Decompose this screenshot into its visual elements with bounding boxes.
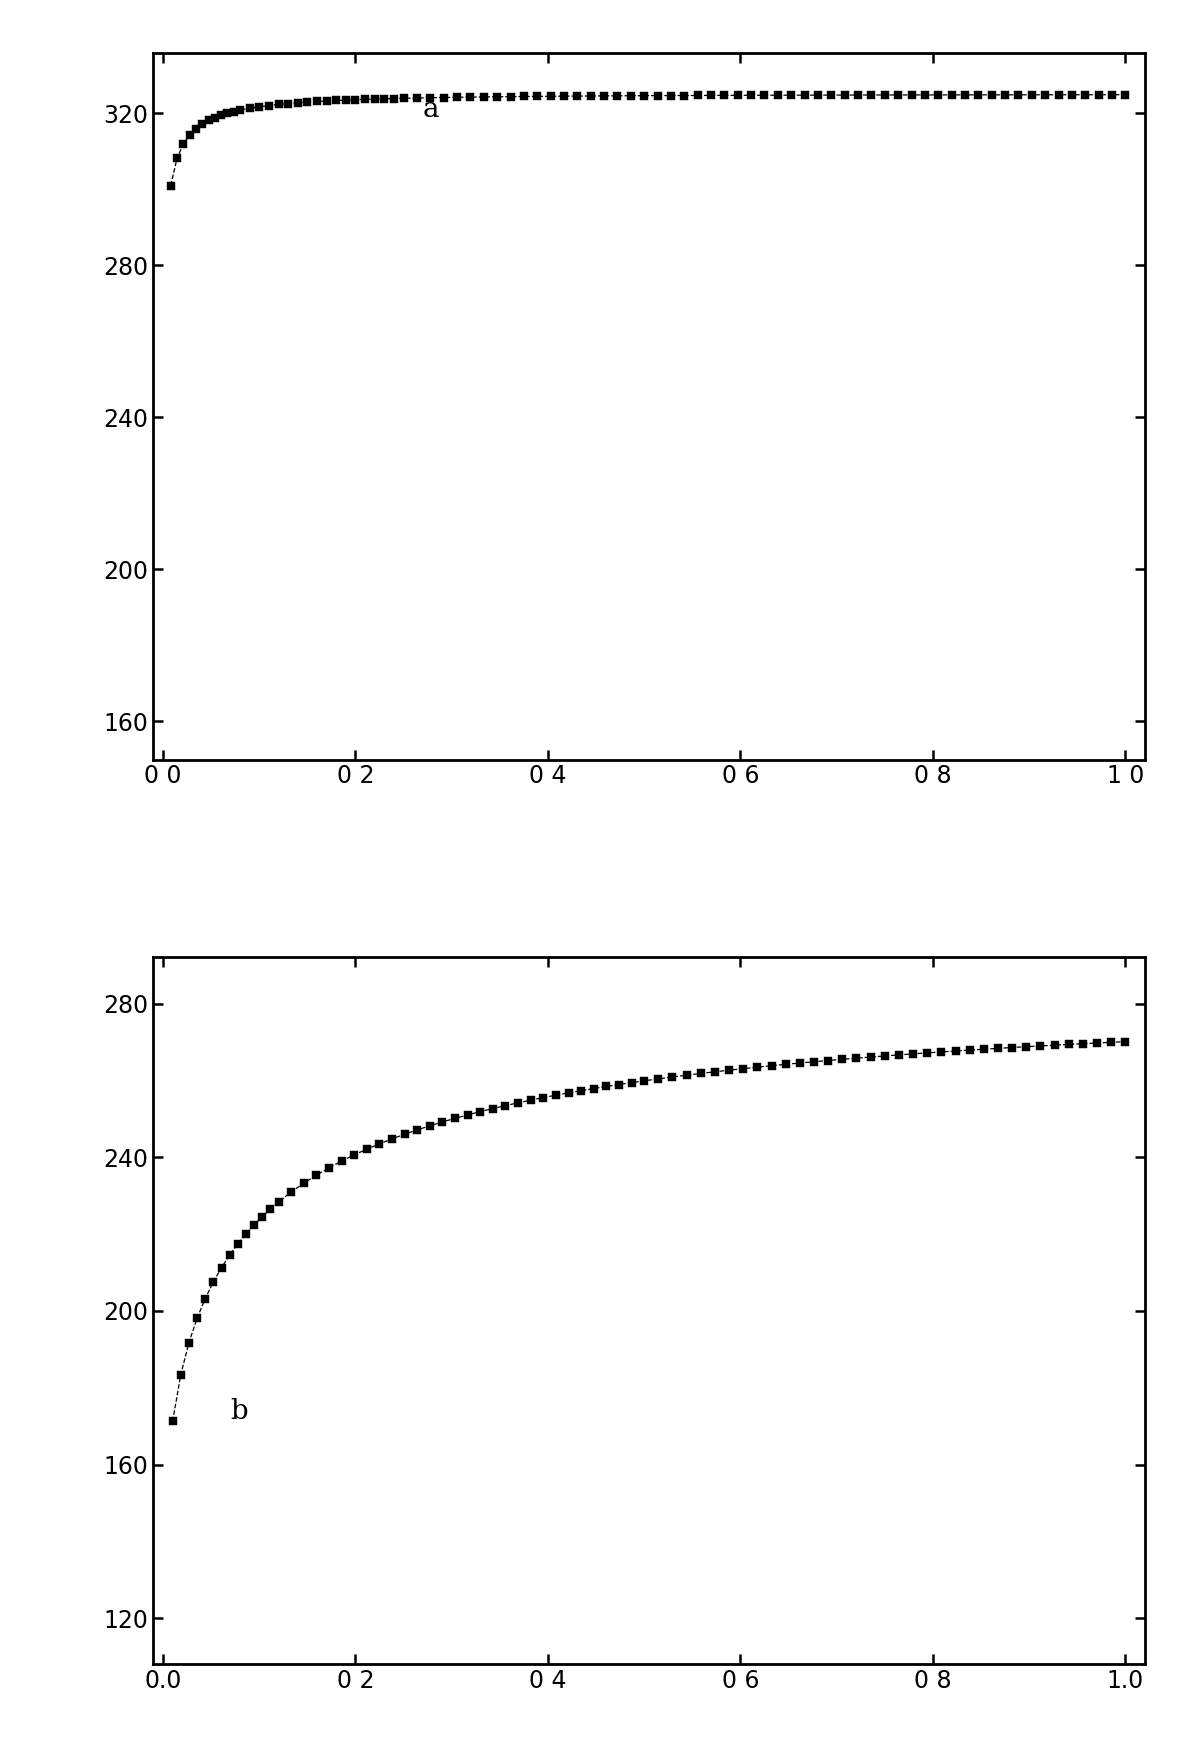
Text: a: a (422, 96, 439, 123)
Text: b: b (230, 1398, 248, 1424)
